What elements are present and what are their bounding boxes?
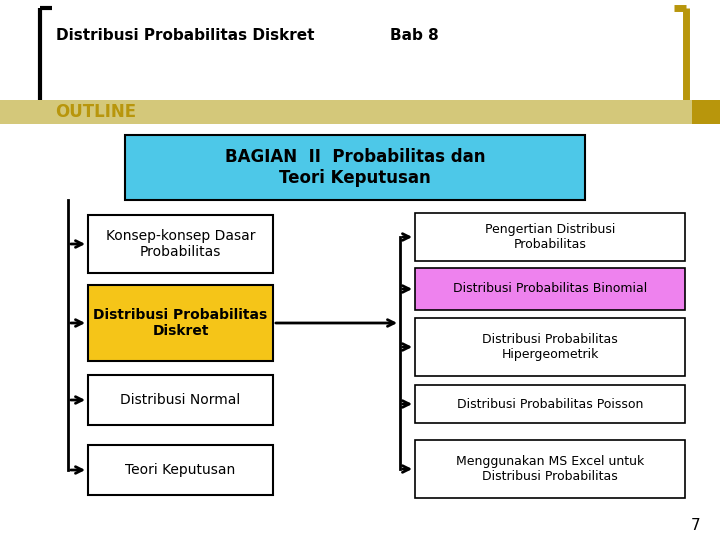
FancyBboxPatch shape [88,375,273,425]
FancyBboxPatch shape [415,213,685,261]
Text: Distribusi Probabilitas Poisson: Distribusi Probabilitas Poisson [456,397,643,410]
Text: Teori Keputusan: Teori Keputusan [125,463,235,477]
FancyBboxPatch shape [415,318,685,376]
FancyBboxPatch shape [88,215,273,273]
Text: Pengertian Distribusi
Probabilitas: Pengertian Distribusi Probabilitas [485,223,615,251]
Text: BAGIAN  II  Probabilitas dan
Teori Keputusan: BAGIAN II Probabilitas dan Teori Keputus… [225,148,485,187]
FancyBboxPatch shape [88,285,273,361]
Text: OUTLINE: OUTLINE [55,103,136,121]
FancyBboxPatch shape [415,268,685,310]
Text: Distribusi Probabilitas Diskret: Distribusi Probabilitas Diskret [56,28,315,43]
FancyBboxPatch shape [88,445,273,495]
Text: 7: 7 [690,517,700,532]
FancyBboxPatch shape [415,385,685,423]
Text: Konsep-konsep Dasar
Probabilitas: Konsep-konsep Dasar Probabilitas [106,229,256,259]
Text: Distribusi Probabilitas
Hipergeometrik: Distribusi Probabilitas Hipergeometrik [482,333,618,361]
FancyBboxPatch shape [692,100,720,124]
Text: Distribusi Normal: Distribusi Normal [120,393,240,407]
FancyBboxPatch shape [415,440,685,498]
Text: Distribusi Probabilitas
Diskret: Distribusi Probabilitas Diskret [94,308,268,338]
FancyBboxPatch shape [125,135,585,200]
Text: Bab 8: Bab 8 [390,28,438,43]
Text: Menggunakan MS Excel untuk
Distribusi Probabilitas: Menggunakan MS Excel untuk Distribusi Pr… [456,455,644,483]
FancyBboxPatch shape [0,100,720,124]
Text: Distribusi Probabilitas Binomial: Distribusi Probabilitas Binomial [453,282,647,295]
